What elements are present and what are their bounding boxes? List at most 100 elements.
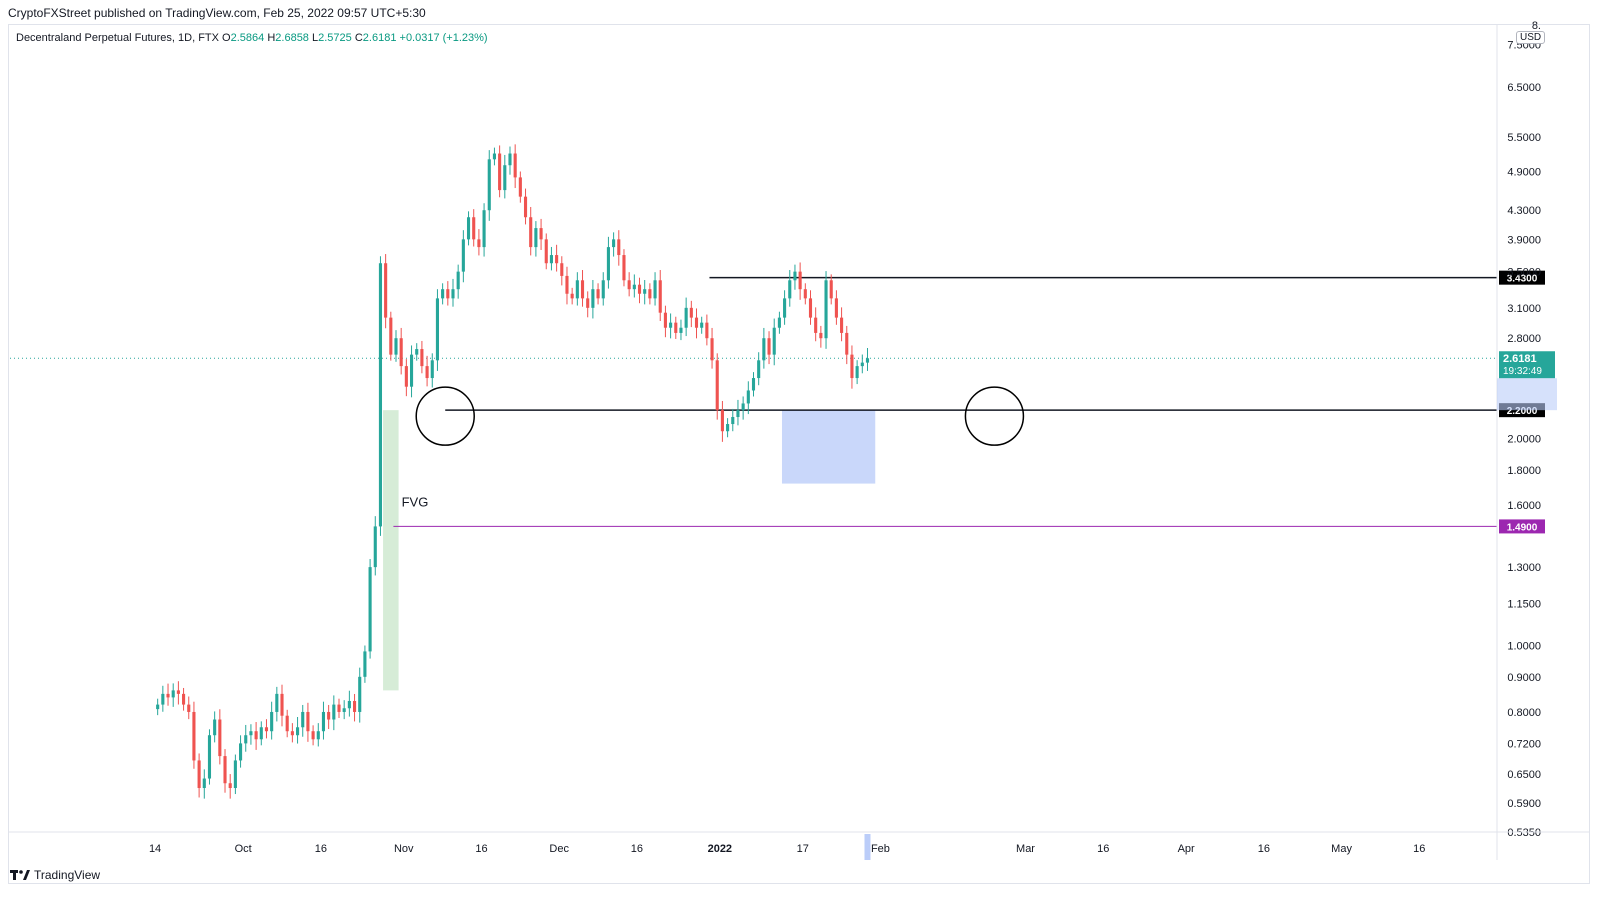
candle-body: [648, 289, 652, 299]
y-axis: 3.43002.20001.49008.7.50006.50005.50004.…: [1496, 20, 1557, 860]
candle-body: [814, 317, 818, 333]
y-tick-label: 3.1000: [1507, 303, 1541, 315]
candle-body: [472, 217, 476, 240]
candle-body: [523, 196, 528, 218]
currency-button[interactable]: USD: [1516, 31, 1546, 44]
x-tick-label: Apr: [1178, 843, 1195, 855]
candle-body: [327, 711, 331, 720]
x-tick-label: Feb: [871, 843, 890, 855]
candle-body: [358, 676, 362, 712]
y-tick-label: 0.7200: [1507, 738, 1541, 750]
y-tick-label: 4.3000: [1507, 205, 1541, 217]
candle-body: [311, 731, 315, 740]
footer[interactable]: TradingView: [10, 868, 100, 882]
candle-body: [409, 354, 414, 387]
candle-body: [751, 378, 756, 391]
ohlc-legend: Decentraland Perpetual Futures, 1D, FTX …: [16, 32, 488, 44]
candle-body: [694, 317, 699, 328]
candle-body: [228, 783, 232, 789]
candle-body: [192, 711, 196, 761]
current-date-marker: [864, 834, 871, 860]
y-tick-label: 1.8000: [1507, 465, 1541, 477]
candle-body: [726, 424, 730, 432]
candle-body: [606, 247, 610, 281]
high-label: H: [267, 32, 276, 44]
candle-body: [860, 362, 864, 367]
candle-body: [378, 263, 383, 527]
candle-body: [425, 366, 429, 379]
candle-body: [762, 338, 766, 361]
candle-body: [420, 349, 424, 367]
candle-body: [808, 298, 813, 318]
candle-body: [669, 322, 673, 328]
candle-body: [803, 289, 807, 299]
candle-body: [746, 390, 750, 404]
change-value: +0.0317 (+1.23%): [399, 32, 488, 44]
candle-body: [404, 366, 408, 387]
fvg-zone: [383, 410, 399, 691]
candle-body: [285, 715, 289, 732]
level-badge-0: [1499, 270, 1545, 285]
y-tick-label: 1.0000: [1507, 640, 1541, 652]
x-tick-label: Dec: [549, 843, 569, 855]
candle-body: [306, 711, 310, 732]
candle-body: [637, 284, 642, 294]
fvg-label: FVG: [402, 494, 429, 509]
y-tick-label: 4.9000: [1507, 166, 1541, 178]
candle-body: [290, 731, 294, 736]
candle-body: [772, 327, 776, 355]
x-tick-label: 16: [1413, 843, 1425, 855]
candle-body: [171, 690, 175, 698]
y-tick-label: 3.5000: [1507, 267, 1541, 279]
candle-body: [161, 693, 165, 705]
candle-body: [337, 704, 341, 712]
candle-body: [674, 322, 678, 333]
x-tick-label: 16: [1097, 843, 1109, 855]
candle-body: [529, 217, 533, 248]
candle-body: [332, 704, 336, 720]
candle-body: [591, 289, 595, 308]
chart-frame: [8, 24, 1590, 884]
candle-body: [182, 693, 186, 705]
candle-body: [264, 727, 269, 732]
candle-body: [798, 271, 802, 290]
candle-body: [720, 410, 724, 432]
candle-body: [612, 239, 616, 248]
candle-body: [865, 358, 870, 363]
open-label: O: [222, 32, 231, 44]
candle-body: [767, 338, 771, 355]
level-badge-text-2: 1.4900: [1507, 522, 1538, 533]
candle-body: [280, 693, 284, 716]
zones-layer: [383, 410, 876, 691]
candle-body: [492, 153, 496, 160]
level-badge-text-1: 2.2000: [1507, 406, 1538, 417]
candle-body: [466, 217, 471, 240]
candle-body: [575, 280, 579, 299]
candle-body: [549, 255, 553, 264]
candle-body: [456, 271, 460, 290]
tradingview-logo-icon: [10, 870, 30, 880]
candle-body: [487, 159, 491, 211]
x-tick-label: 2022: [708, 843, 732, 855]
candle-body: [534, 228, 538, 248]
symbol-title: Decentraland Perpetual Futures, 1D, FTX: [16, 32, 219, 44]
candle-body: [736, 410, 740, 418]
candle-body: [363, 651, 367, 677]
x-tick-label: 16: [475, 843, 487, 855]
y-tick-label: 1.1500: [1507, 599, 1541, 611]
y-tick-label: 1.6000: [1507, 500, 1541, 512]
level-badge-2: [1499, 519, 1545, 534]
candle-body: [643, 289, 647, 294]
x-tick-label: May: [1331, 843, 1352, 855]
candle-body: [788, 280, 792, 299]
y-tick-label: 8.: [1532, 20, 1541, 32]
candle-body: [513, 153, 517, 178]
candle-body: [503, 165, 507, 191]
low-label: L: [312, 32, 319, 44]
candle-body: [653, 280, 657, 299]
candle-body: [368, 567, 372, 652]
candle-body: [275, 693, 279, 712]
highlight-circle-0: [415, 386, 475, 446]
candle-body: [679, 327, 683, 333]
